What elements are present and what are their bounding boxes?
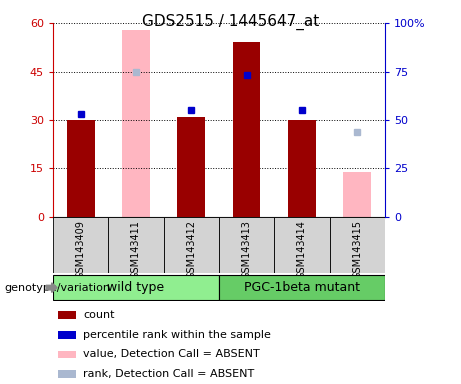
Bar [58, 351, 76, 358]
Bar [122, 30, 150, 217]
Text: rank, Detection Call = ABSENT: rank, Detection Call = ABSENT [83, 369, 254, 379]
Text: count: count [83, 310, 114, 320]
Bar [343, 172, 371, 217]
Text: wild type: wild type [107, 281, 165, 294]
Bar [58, 370, 76, 378]
Bar [67, 120, 95, 217]
Bar [233, 43, 260, 217]
Bar [53, 275, 219, 300]
Text: GSM143412: GSM143412 [186, 220, 196, 279]
Bar [164, 217, 219, 273]
Text: genotype/variation: genotype/variation [5, 283, 111, 293]
Bar [58, 311, 76, 319]
Bar [330, 217, 385, 273]
Bar [219, 217, 274, 273]
Bar [53, 217, 108, 273]
Bar [219, 275, 385, 300]
Text: percentile rank within the sample: percentile rank within the sample [83, 330, 271, 340]
Bar [288, 120, 316, 217]
Bar [108, 217, 164, 273]
Text: value, Detection Call = ABSENT: value, Detection Call = ABSENT [83, 349, 260, 359]
Text: GDS2515 / 1445647_at: GDS2515 / 1445647_at [142, 13, 319, 30]
Text: GSM143414: GSM143414 [297, 220, 307, 279]
Text: GSM143411: GSM143411 [131, 220, 141, 279]
Text: PGC-1beta mutant: PGC-1beta mutant [244, 281, 360, 294]
Bar [177, 117, 205, 217]
Text: GSM143409: GSM143409 [76, 220, 86, 279]
Bar [274, 217, 330, 273]
Text: GSM143413: GSM143413 [242, 220, 252, 279]
Text: GSM143415: GSM143415 [352, 220, 362, 279]
Bar [58, 331, 76, 339]
